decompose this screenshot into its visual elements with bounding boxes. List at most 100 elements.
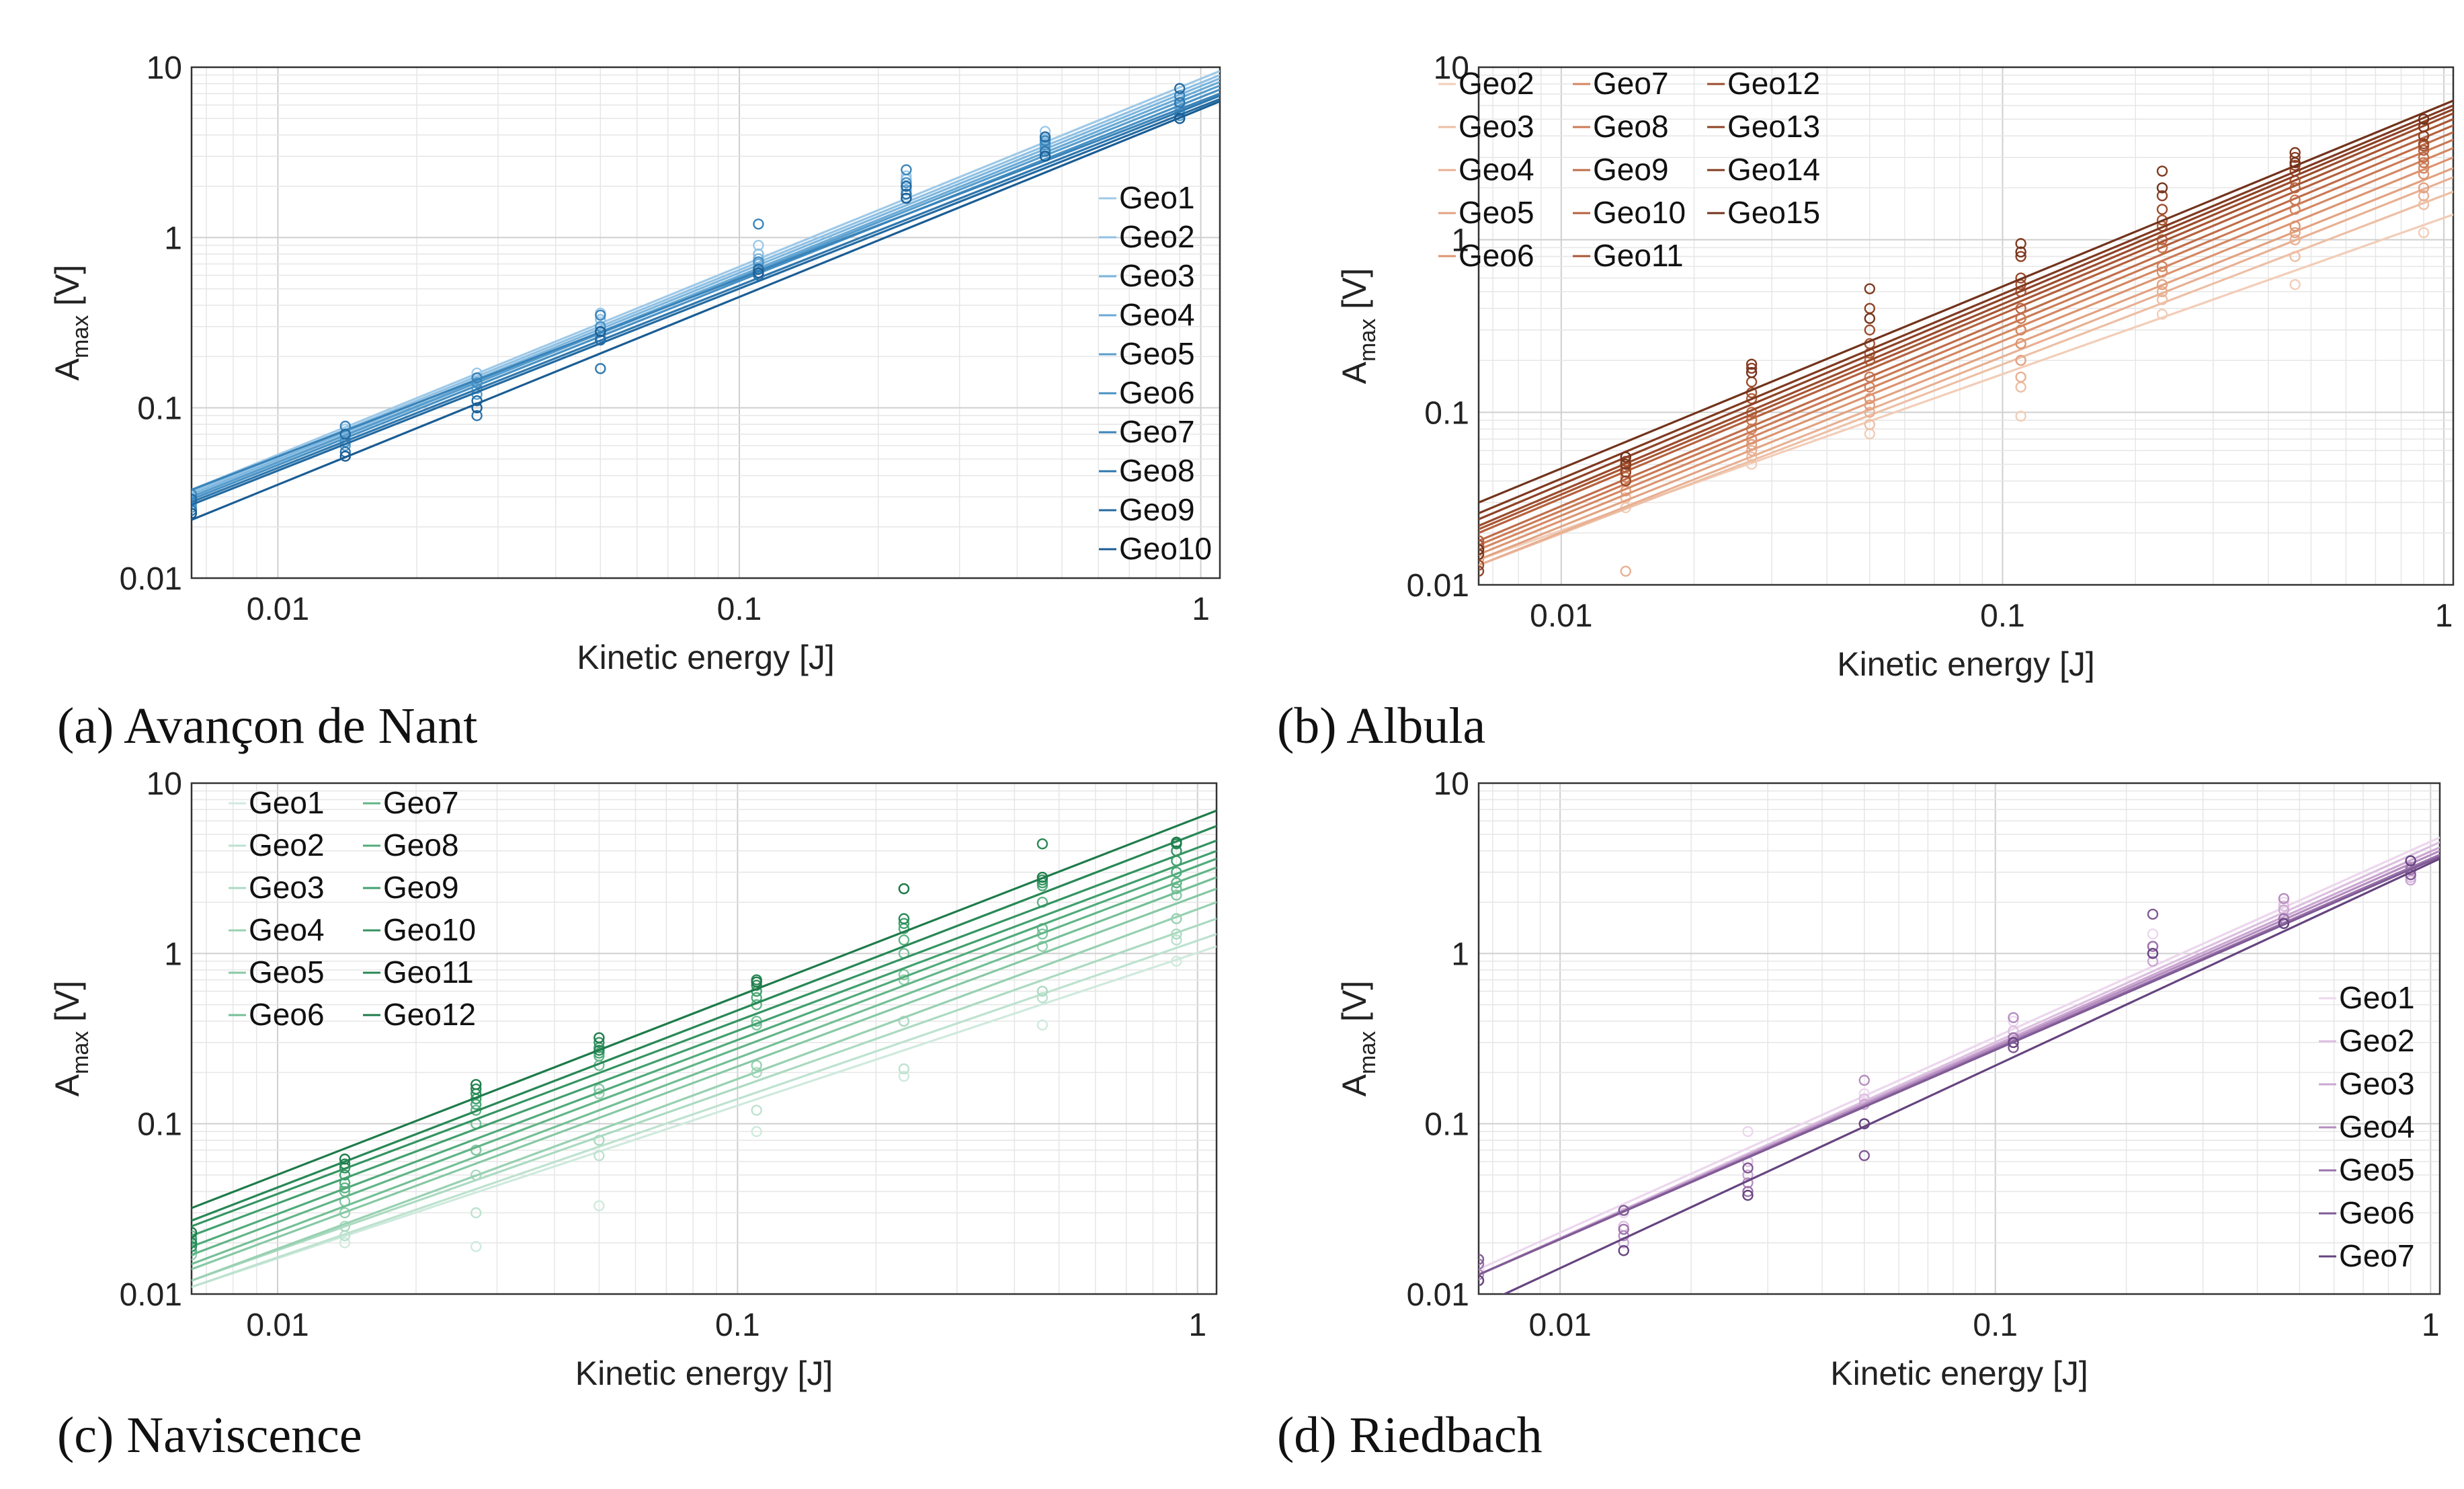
x-axis-label: Kinetic energy [J]	[1830, 1355, 2088, 1392]
data-point-geo15	[1864, 313, 1876, 324]
data-point-geo11	[593, 1045, 605, 1056]
y-tick-label: 0.01	[120, 1277, 182, 1313]
data-point-geo4	[2156, 286, 2168, 298]
data-point-geo15	[2418, 114, 2430, 125]
y-axis-label-unit: [V]	[1336, 268, 1373, 319]
legend-entry-geo3: Geo3	[249, 870, 325, 905]
data-point-geo2	[470, 1207, 482, 1219]
x-tick-label: 0.01	[246, 1307, 309, 1343]
data-point-geo9	[898, 918, 910, 929]
data-point-geo1	[2278, 896, 2290, 908]
data-point-geo4	[751, 1059, 762, 1072]
data-point-geo6	[1171, 883, 1182, 895]
data-point-geo7	[2418, 162, 2430, 174]
y-axis-label: Amax [V]	[1336, 981, 1381, 1097]
data-point-geo3	[1171, 928, 1182, 940]
data-point-geo6	[1864, 393, 1876, 405]
data-point-geo4	[2289, 234, 2301, 245]
x-tick-label: 0.1	[717, 592, 762, 627]
y-tick-label: 10	[1434, 50, 1469, 86]
data-point-geo14	[1479, 549, 1485, 561]
legend-entry-geo3: Geo3	[2339, 1066, 2415, 1101]
x-tick-label: 0.01	[1528, 1307, 1591, 1343]
data-point-geo5	[2289, 227, 2301, 239]
data-point-geo4	[1036, 940, 1049, 953]
data-point-geo15	[2015, 246, 2026, 257]
data-point-geo1	[2147, 928, 2159, 940]
panel-naviscence: 0.01 0.1 1 0.01 0.1 1 10 Kinetic energy [J] Amax…	[48, 766, 1218, 1463]
data-point-geo2	[2289, 279, 2301, 290]
data-point-geo8	[1036, 880, 1049, 891]
x-tick-label: 0.1	[1973, 1307, 2018, 1343]
legend-entry-geo2: Geo2	[2339, 1023, 2415, 1058]
legend-entry-geo12: Geo12	[383, 997, 476, 1032]
x-tick-label: 0.01	[1530, 598, 1592, 634]
legend-entry-geo11: Geo11	[1593, 238, 1684, 273]
data-point-geo1	[1171, 955, 1182, 967]
data-point-geo9	[753, 264, 764, 275]
data-point-geo12	[339, 1154, 351, 1165]
fit-line-geo12	[1479, 112, 2453, 527]
legend: Geo1 Geo2 Geo3 Geo4 Geo5 Geo6 Geo7 Geo8 Geo9 Geo1…	[229, 785, 476, 1032]
data-point-geo4	[1620, 565, 1631, 577]
fit-line-geo9	[1479, 131, 2453, 542]
data-point-geo7	[471, 372, 483, 384]
fit-line-geo4	[1479, 176, 2453, 567]
data-point-geo7	[1171, 877, 1182, 889]
data-point-geo9	[339, 1169, 351, 1181]
legend-entry-geo9: Geo9	[1119, 492, 1195, 527]
panel-riedbach: 0.01 0.1 1 0.01 0.1 1 10 Kinetic energy [J] Amax…	[1277, 766, 2441, 1463]
data-point-geo6	[1039, 139, 1051, 151]
data-point-geo10	[753, 267, 764, 279]
data-point-geo3	[1864, 419, 1876, 430]
data-point-geo3	[1746, 451, 1758, 463]
data-point-geo4	[1864, 407, 1876, 418]
legend-entry-geo7: Geo7	[1119, 414, 1195, 449]
data-point-geo11	[339, 1158, 351, 1170]
fit-line-geo11	[1479, 118, 2453, 530]
data-point-geo5	[1618, 1223, 1629, 1235]
fit-line-geo6	[192, 88, 1220, 501]
y-tick-label: 0.01	[1407, 1277, 1469, 1313]
data-point-geo6	[2418, 168, 2430, 180]
data-point-geo2	[2156, 309, 2168, 320]
legend-entry-geo7: Geo7	[1593, 66, 1669, 101]
y-axis-label-unit: [V]	[48, 265, 86, 315]
data-point-geo7	[1742, 1189, 1754, 1201]
data-point-geo4	[1479, 1269, 1485, 1281]
data-point-geo2	[2418, 227, 2430, 239]
fit-line-geo10	[192, 839, 1217, 1228]
data-point-geo15	[1746, 366, 1758, 378]
data-point-geo13	[2156, 190, 2168, 202]
data-point-geo9	[2418, 152, 2430, 163]
fit-line-geo2	[192, 932, 1217, 1289]
data-point-geo10	[1479, 535, 1485, 547]
data-point-geo5	[2418, 182, 2430, 194]
data-point-geo3	[2147, 955, 2159, 967]
fit-line-geo8	[1479, 138, 2453, 547]
data-point-geo7	[901, 164, 912, 175]
y-axis-label-main: A	[1336, 361, 1373, 384]
legend-entry-geo6: Geo6	[1119, 375, 1195, 410]
grid	[192, 782, 1217, 1295]
legend-entry-geo4: Geo4	[2339, 1109, 2415, 1144]
data-point-geo6	[2008, 1042, 2019, 1053]
legend-entry-geo2: Geo2	[249, 828, 325, 862]
series-layer	[1479, 836, 2440, 1294]
data-point-geo7	[192, 1245, 198, 1256]
panel-caption: (b) Albula	[1277, 698, 1485, 754]
x-tick-label: 0.01	[247, 592, 309, 627]
data-point-geo7	[593, 1050, 605, 1062]
data-point-geo12	[1479, 559, 1485, 571]
legend-entry-geo12: Geo12	[1727, 66, 1820, 101]
data-point-geo11	[2156, 214, 2168, 226]
fit-line-geo13	[1479, 108, 2453, 520]
data-point-geo4	[2015, 371, 2026, 383]
plot-frame	[190, 782, 1218, 1295]
data-point-geo4	[2008, 1012, 2019, 1023]
data-point-geo12	[2156, 204, 2168, 215]
data-point-geo4	[2418, 190, 2430, 202]
legend-entry-geo10: Geo10	[1119, 531, 1212, 566]
data-point-geo5	[2015, 354, 2026, 366]
data-point-geo14	[2418, 121, 2430, 133]
